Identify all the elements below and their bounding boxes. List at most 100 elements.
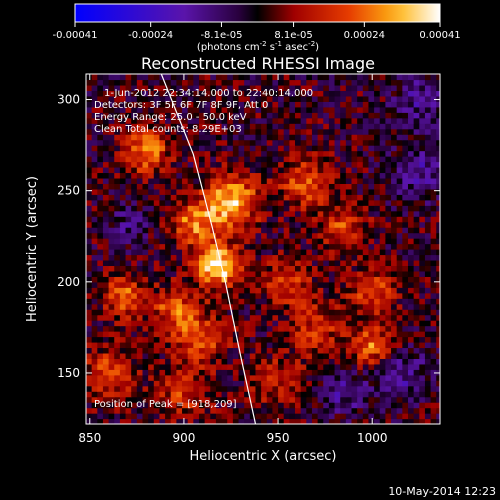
heatmap-cell	[244, 95, 251, 102]
heatmap-cell	[345, 336, 353, 343]
heatmap-cell	[300, 352, 307, 359]
heatmap-cell	[289, 112, 296, 119]
heatmap-cell	[204, 303, 211, 310]
heatmap-cell	[249, 259, 257, 267]
heatmap-cell	[351, 156, 358, 163]
heatmap-cell	[323, 358, 330, 365]
heatmap-cell	[170, 227, 177, 234]
heatmap-cell	[131, 407, 138, 414]
heatmap-cell	[379, 161, 386, 168]
heatmap-cell	[413, 221, 420, 228]
heatmap-cell	[328, 341, 336, 349]
heatmap-cell	[187, 150, 194, 157]
heatmap-cell	[345, 254, 353, 261]
heatmap-cell	[182, 199, 189, 206]
heatmap-cell	[244, 106, 251, 113]
heatmap-cell	[266, 281, 274, 288]
heatmap-cell	[153, 292, 161, 299]
heatmap-cell	[311, 270, 319, 277]
heatmap-cell	[221, 74, 228, 81]
heatmap-cell	[193, 363, 200, 370]
heatmap-cell	[102, 232, 110, 239]
heatmap-cell	[261, 139, 268, 146]
heatmap-cell	[379, 145, 386, 152]
heatmap-cell	[108, 177, 115, 184]
heatmap-cell	[323, 385, 330, 392]
heatmap-cell	[283, 90, 290, 97]
heatmap-cell	[328, 298, 336, 305]
heatmap-cell	[86, 418, 93, 424]
heatmap-cell	[357, 402, 364, 409]
heatmap-cell	[255, 320, 262, 327]
heatmap-cell	[272, 205, 279, 212]
heatmap-cell	[204, 139, 211, 146]
heatmap-cell	[193, 270, 200, 277]
heatmap-cell	[379, 314, 386, 321]
heatmap-cell	[391, 232, 398, 239]
heatmap-cell	[131, 369, 138, 376]
heatmap-cell	[244, 238, 251, 245]
heatmap-cell	[232, 418, 240, 424]
heatmap-cell	[289, 106, 296, 113]
heatmap-cell	[374, 402, 381, 409]
heatmap-cell	[306, 336, 313, 343]
heatmap-cell	[249, 199, 257, 206]
heatmap-cell	[232, 210, 240, 217]
heatmap-cell	[204, 243, 211, 250]
heatmap-cell	[187, 385, 194, 392]
heatmap-cell	[311, 243, 319, 250]
heatmap-cell	[136, 123, 144, 130]
heatmap-cell	[396, 369, 403, 376]
colorbar-strip	[74, 3, 441, 23]
heatmap-cell	[198, 292, 206, 299]
heatmap-cell	[289, 407, 296, 414]
heatmap-cell	[187, 95, 194, 102]
heatmap-cell	[165, 385, 172, 392]
heatmap-cell	[351, 205, 358, 212]
heatmap-cell	[153, 150, 161, 157]
heatmap-cell	[238, 84, 245, 92]
heatmap-cell	[148, 188, 155, 195]
heatmap-cell	[119, 161, 127, 168]
heatmap-cell	[238, 276, 245, 283]
heatmap-cell	[238, 90, 245, 97]
heatmap-cell	[334, 95, 341, 102]
heatmap-cell	[436, 276, 440, 283]
heatmap-cell	[255, 156, 262, 163]
heatmap-cell	[424, 254, 432, 261]
heatmap-cell	[391, 199, 398, 206]
heatmap-cell	[345, 161, 353, 168]
heatmap-cell	[193, 254, 200, 261]
heatmap-cell	[311, 325, 319, 332]
heatmap-cell	[165, 112, 172, 119]
heatmap-cell	[125, 309, 132, 316]
heatmap-cell	[340, 112, 347, 119]
heatmap-cell	[328, 227, 336, 234]
heatmap-cell	[210, 90, 217, 97]
heatmap-cell	[261, 95, 268, 102]
heatmap-cell	[148, 172, 155, 179]
heatmap-cell	[187, 391, 194, 398]
heatmap-cell	[97, 363, 104, 370]
heatmap-cell	[334, 106, 341, 113]
heatmap-cell	[272, 341, 279, 349]
heatmap-cell	[97, 243, 104, 250]
heatmap-cell	[402, 216, 409, 223]
heatmap-cell	[108, 238, 115, 245]
heatmap-cell	[86, 232, 93, 239]
heatmap-cell	[176, 265, 183, 272]
heatmap-cell	[119, 254, 127, 261]
heatmap-cell	[125, 341, 132, 349]
heatmap-cell	[419, 238, 426, 245]
heatmap-cell	[170, 418, 177, 424]
heatmap-cell	[306, 90, 313, 97]
heatmap-cell	[424, 358, 432, 365]
heatmap-cell	[430, 374, 437, 381]
heatmap-cell	[413, 270, 420, 277]
heatmap-cell	[317, 347, 324, 354]
heatmap-cell	[261, 391, 268, 398]
heatmap-cell	[289, 254, 296, 261]
heatmap-cell	[289, 101, 296, 108]
heatmap-cell	[357, 413, 364, 420]
heatmap-cell	[131, 205, 138, 212]
